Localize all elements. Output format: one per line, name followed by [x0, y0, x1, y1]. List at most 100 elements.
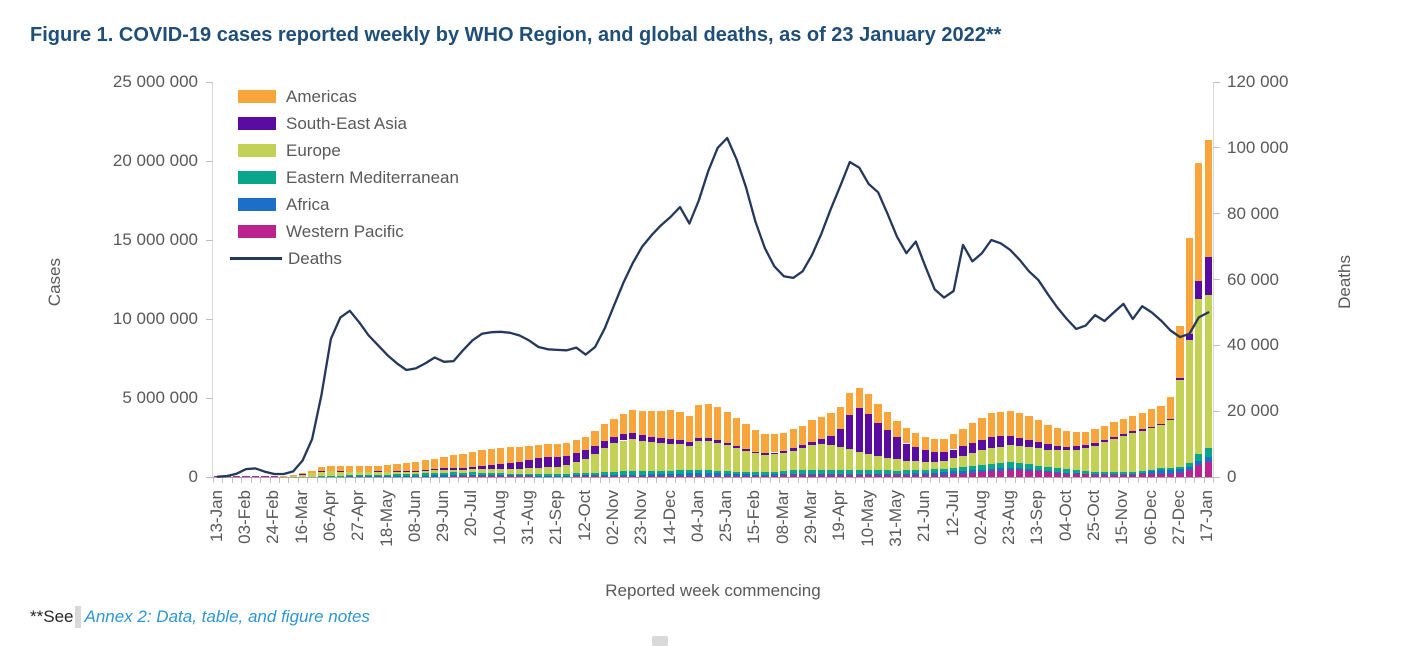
bar-segment-south_east_asia: [1148, 426, 1156, 429]
bar-segment-americas: [581, 436, 590, 451]
bar-segment-americas: [487, 449, 495, 466]
week-tick: [316, 478, 318, 483]
bar-segment-europe: [827, 445, 835, 470]
bar-segment-western_pacific: [478, 476, 486, 477]
bar-segment-south_east_asia: [714, 440, 722, 443]
bar-segment-western_pacific: [808, 475, 816, 477]
bar-segment-eastern_mediterranean: [638, 470, 646, 475]
bar-segment-europe: [666, 443, 675, 471]
bar-segment-south_east_asia: [402, 471, 411, 473]
bar-segment-western_pacific: [449, 476, 458, 477]
bar-segment-western_pacific: [1006, 469, 1014, 477]
bar-segment-eastern_mediterranean: [742, 472, 750, 475]
bar-segment-europe: [459, 469, 467, 473]
bar-segment-eastern_mediterranean: [855, 470, 863, 475]
bar-segment-americas: [1185, 237, 1194, 335]
bar-segment-western_pacific: [940, 474, 948, 477]
bar-segment-americas: [525, 445, 533, 460]
week-tick: [486, 478, 488, 483]
bar-segment-europe: [534, 468, 543, 474]
bar-segment-eastern_mediterranean: [666, 470, 675, 474]
week-tick: [458, 478, 460, 483]
bar-segment-western_pacific: [836, 475, 844, 477]
bar-segment-western_pacific: [997, 470, 1005, 477]
annex-link[interactable]: Annex 2: Data, table, and figure notes: [84, 607, 370, 626]
bar-segment-western_pacific: [1081, 474, 1090, 477]
bar-segment-south_east_asia: [751, 451, 760, 454]
bar-segment-western_pacific: [921, 475, 929, 477]
bar-segment-europe: [695, 441, 703, 470]
bar-segment-eastern_mediterranean: [846, 469, 854, 475]
bar-segment-south_east_asia: [940, 452, 948, 461]
bar-segment-south_east_asia: [515, 461, 524, 470]
bar-segment-americas: [789, 429, 797, 449]
bar-segment-africa: [732, 474, 741, 477]
week-tick: [873, 478, 875, 483]
bar-segment-south_east_asia: [619, 434, 628, 441]
bar-segment-western_pacific: [789, 475, 797, 477]
bar-segment-south_east_asia: [846, 414, 854, 450]
bar-segment-south_east_asia: [544, 457, 552, 468]
bar-segment-western_pacific: [666, 475, 675, 477]
bar-segment-eastern_mediterranean: [1072, 470, 1080, 474]
bar-segment-western_pacific: [865, 475, 873, 477]
y-right-tick: [1213, 81, 1220, 83]
bar-segment-eastern_mediterranean: [1081, 471, 1090, 474]
legend-swatch-europe: [238, 144, 276, 157]
x-tick-label: 21-Jun: [914, 490, 934, 542]
bar-segment-eastern_mediterranean: [591, 472, 599, 476]
bar-segment-western_pacific: [949, 474, 958, 477]
bar-segment-south_east_asia: [487, 465, 495, 470]
bar-segment-americas: [365, 466, 373, 472]
bar-segment-europe: [780, 452, 788, 472]
bar-segment-eastern_mediterranean: [346, 475, 354, 477]
bar-segment-eastern_mediterranean: [968, 465, 977, 471]
bar-segment-western_pacific: [1176, 472, 1184, 477]
bar-segment-western_pacific: [591, 476, 599, 477]
bar-segment-europe: [572, 462, 580, 474]
bar-segment-europe: [657, 443, 665, 471]
bar-segment-americas: [1166, 396, 1175, 419]
bar-segment-western_pacific: [1100, 474, 1109, 477]
bar-segment-south_east_asia: [572, 453, 580, 463]
x-tick-label: 23-Nov: [631, 490, 651, 545]
bar-segment-south_east_asia: [1100, 439, 1109, 443]
week-tick: [571, 478, 573, 483]
bar-segment-africa: [497, 475, 505, 477]
bar-segment-eastern_mediterranean: [921, 469, 929, 474]
bar-segment-europe: [723, 445, 731, 472]
bar-segment-americas: [1157, 405, 1165, 424]
legend-item-africa: Africa: [230, 191, 459, 218]
bar-segment-africa: [393, 475, 401, 477]
bar-segment-europe: [1148, 428, 1156, 470]
bar-segment-americas: [440, 456, 448, 469]
bar-segment-eastern_mediterranean: [893, 470, 901, 474]
week-tick: [543, 478, 545, 483]
bar-segment-europe: [289, 476, 297, 477]
scrollbar-artifact: [652, 636, 668, 646]
bar-segment-eastern_mediterranean: [657, 470, 665, 475]
footnote: **See Annex 2: Data, table, and figure no…: [30, 606, 370, 628]
week-tick: [373, 478, 375, 483]
bar-segment-europe: [761, 454, 769, 473]
x-tick-label: 02-Aug: [970, 490, 990, 545]
bar-segment-americas: [987, 413, 995, 437]
week-tick: [524, 478, 526, 483]
bar-segment-africa: [751, 474, 760, 477]
bar-segment-africa: [817, 474, 826, 476]
bar-segment-south_east_asia: [365, 471, 373, 473]
bar-segment-south_east_asia: [921, 450, 929, 462]
bar-segment-europe: [600, 447, 609, 473]
bar-segment-western_pacific: [987, 471, 995, 477]
bar-segment-south_east_asia: [1053, 445, 1061, 451]
bar-segment-western_pacific: [468, 476, 477, 477]
bar-segment-eastern_mediterranean: [515, 473, 524, 476]
bar-segment-western_pacific: [421, 476, 429, 477]
bar-segment-eastern_mediterranean: [506, 473, 514, 476]
week-tick: [467, 478, 469, 483]
bar-segment-south_east_asia: [610, 436, 618, 444]
week-tick: [977, 478, 979, 483]
caret-artifact: [75, 606, 82, 628]
bar-segment-americas: [1081, 431, 1090, 446]
bar-segment-south_east_asia: [808, 441, 816, 446]
